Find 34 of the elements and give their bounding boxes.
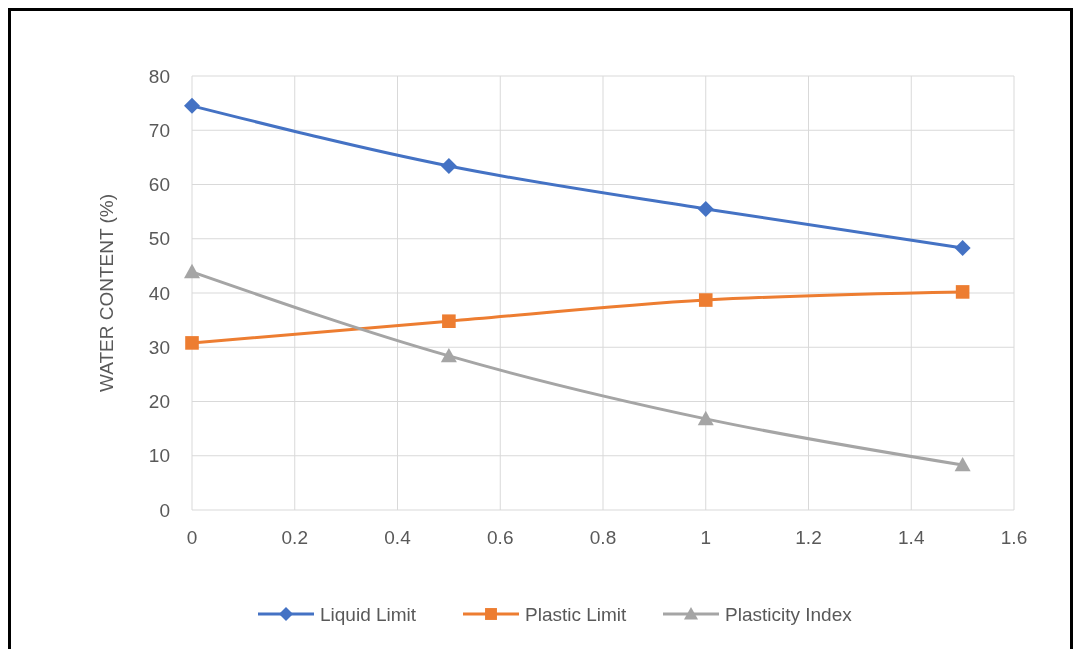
y-tick-label: 30 <box>148 336 170 358</box>
point <box>184 97 200 114</box>
x-tick-label: 0.4 <box>384 527 412 548</box>
point <box>440 347 457 363</box>
y-tick-label: 10 <box>148 445 170 467</box>
point <box>955 285 970 299</box>
x-tick-label: 1.4 <box>898 527 925 548</box>
legend-label: Liquid Limit <box>320 603 417 625</box>
point <box>697 410 714 426</box>
x-tick-label: 1.2 <box>795 527 822 548</box>
x-tick-label: 1.6 <box>1000 527 1028 548</box>
x-tick-label: 0.8 <box>589 527 617 548</box>
point <box>697 200 714 217</box>
x-tick-label: 1 <box>700 527 712 548</box>
point <box>440 158 457 175</box>
y-tick-label: 20 <box>148 391 170 413</box>
point <box>442 314 456 329</box>
x-tick-label: 0.2 <box>281 527 308 548</box>
point <box>184 263 200 279</box>
point <box>954 239 971 256</box>
x-tick-label: 0.6 <box>487 527 514 548</box>
y-tick-label: 80 <box>148 65 170 87</box>
point <box>954 456 971 472</box>
y-tick-label: 40 <box>148 282 170 304</box>
legend-label: Plasticity Index <box>725 603 853 625</box>
y-tick-label: 70 <box>148 119 170 141</box>
y-tick-label: 0 <box>159 499 170 521</box>
y-tick-label: 50 <box>148 228 170 250</box>
point <box>698 293 713 307</box>
legend-label: Plastic Limit <box>525 603 628 625</box>
x-tick-label: 0 <box>186 527 198 548</box>
point <box>185 336 199 350</box>
y-tick-label: 60 <box>148 174 170 196</box>
y-axis-title: WATER CONTENT (%) <box>96 193 117 393</box>
